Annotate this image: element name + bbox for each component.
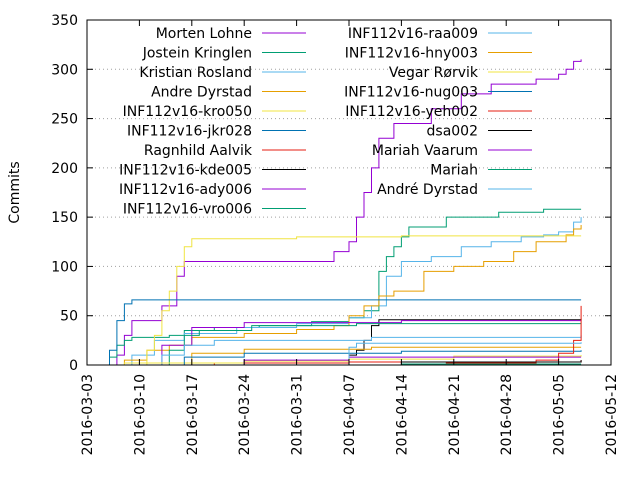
y-tick-label: 300 [51, 62, 78, 78]
x-tick-label: 2016-03-31 [290, 374, 306, 455]
series-line [334, 318, 582, 366]
y-tick-label: 200 [51, 161, 78, 177]
x-tick-label: 2016-03-24 [237, 374, 253, 455]
legend-entry-label: INF112v16-yeh002 [345, 104, 478, 120]
x-tick-label: 2016-05-12 [604, 374, 620, 455]
grid-lines [87, 68, 611, 317]
legend: Morten Lohne Jostein Kringlen Kristian Ros… [119, 26, 532, 218]
x-tick-label: 2016-05-05 [552, 374, 568, 455]
x-tick-label: 2016-03-03 [80, 374, 96, 455]
legend-entry-label: INF112v16-vro006 [123, 202, 252, 218]
legend-entry-label: INF112v16-jkr028 [127, 124, 252, 140]
legend-entry-label: André Dyrstad [377, 182, 478, 198]
legend-entry-label: Mariah Vaarum [372, 143, 478, 159]
x-tick-label: 2016-03-10 [132, 374, 148, 455]
x-tick-label: 2016-04-21 [447, 374, 463, 455]
legend-entry-label: INF112v16-kde005 [119, 163, 252, 179]
x-tick-label: 2016-03-17 [185, 374, 201, 455]
legend-entry-label: Kristian Rosland [139, 65, 252, 81]
x-axis: 2016-03-03 2016-03-10 2016-03-17 2016-03-24… [80, 20, 620, 455]
x-tick-label: 2016-04-28 [499, 374, 515, 455]
y-tick-label: 250 [51, 112, 78, 128]
y-tick-label: 0 [69, 358, 78, 374]
y-axis: 0 50 100 150 200 250 300 350 [51, 13, 611, 374]
series-line [146, 335, 582, 366]
legend-entry-label: INF112v16-kro050 [123, 104, 252, 120]
x-tick-label: 2016-04-14 [394, 374, 410, 455]
series-line [154, 323, 582, 366]
series-line [169, 350, 582, 366]
series-line [102, 299, 582, 366]
series-line [102, 208, 582, 366]
series-line [109, 225, 582, 366]
legend-entry-label: Jostein Kringlen [142, 46, 252, 62]
y-tick-label: 350 [51, 13, 78, 29]
series-line [131, 235, 582, 366]
legend-entry-label: Andre Dyrstad [151, 85, 252, 101]
y-tick-label: 50 [60, 309, 78, 325]
legend-entry-label: INF112v16-hny003 [345, 46, 478, 62]
legend-entry-label: INF112v16-raa009 [348, 26, 478, 42]
y-tick-label: 150 [51, 210, 78, 226]
legend-entry-label: INF112v16-ady006 [119, 182, 252, 198]
y-axis-label: Commits [7, 161, 23, 223]
y-tick-label: 100 [51, 259, 78, 275]
legend-entry-label: Ragnhild Aalvik [144, 143, 253, 159]
x-tick-label: 2016-04-07 [342, 374, 358, 455]
legend-entry-label: INF112v16-nug003 [344, 85, 478, 101]
legend-entry-label: Vegar Rørvik [389, 65, 479, 81]
legend-entry-label: Morten Lohne [156, 26, 252, 42]
legend-entry-label: dsa002 [427, 124, 478, 140]
legend-entry-label: Mariah [430, 163, 478, 179]
